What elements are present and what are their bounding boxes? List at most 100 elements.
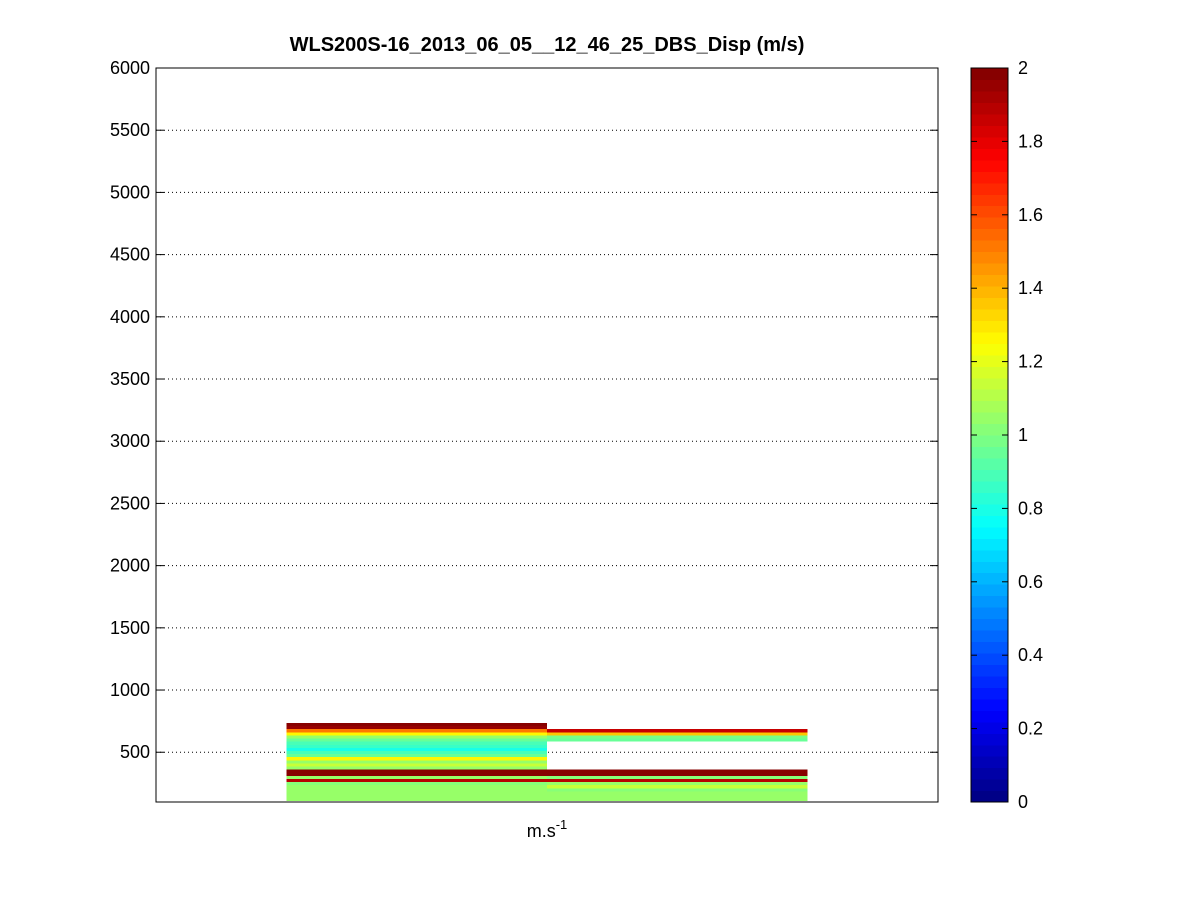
colorbar-tick-label: 1 [1018, 425, 1028, 445]
colorbar-band [971, 331, 1008, 344]
colorbar-band [971, 412, 1008, 425]
heatmap-cell [286, 782, 547, 786]
heatmap-cell [547, 794, 808, 798]
colorbar-band [971, 446, 1008, 459]
heatmap-cell [286, 747, 547, 751]
heatmap-cell [286, 723, 547, 727]
colorbar-band [971, 79, 1008, 92]
colorbar-band [971, 526, 1008, 539]
colorbar-band [971, 435, 1008, 448]
colorbar-band [971, 584, 1008, 597]
heatmap-cell [547, 738, 808, 742]
heatmap-cell [286, 766, 547, 770]
colorbar-band [971, 652, 1008, 665]
heatmap-cells [286, 723, 808, 801]
heatmap-cell [286, 726, 547, 730]
heatmap-cell [547, 775, 808, 779]
colorbar-band [971, 538, 1008, 551]
colorbar-band [971, 343, 1008, 356]
y-tick-label: 5500 [110, 120, 150, 140]
colorbar-tick-label: 0.6 [1018, 572, 1043, 592]
colorbar-band [971, 721, 1008, 734]
colorbar-band [971, 607, 1008, 620]
heatmap-cell [286, 732, 547, 736]
heatmap-cell [286, 744, 547, 748]
heatmap-cell [547, 782, 808, 786]
colorbar-tick-label: 1.6 [1018, 205, 1043, 225]
heatmap-cell [286, 754, 547, 758]
colorbar-band [971, 733, 1008, 746]
y-tick-label: 3500 [110, 369, 150, 389]
heatmap-cell [286, 760, 547, 764]
heatmap-cell [547, 797, 808, 801]
heatmap-cell [286, 729, 547, 733]
colorbar-band [971, 389, 1008, 402]
colorbar-band [971, 217, 1008, 230]
colorbar-band [971, 68, 1008, 81]
colorbar-tick-label: 1.2 [1018, 352, 1043, 372]
colorbar-band [971, 136, 1008, 149]
colorbar-band [971, 285, 1008, 298]
colorbar-band [971, 228, 1008, 241]
colorbar-band [971, 595, 1008, 608]
colorbar-band [971, 159, 1008, 172]
heatmap-cell [547, 785, 808, 789]
heatmap-cell [286, 788, 547, 792]
heatmap-cell [547, 732, 808, 736]
heatmap-cell [286, 750, 547, 755]
y-tick-label: 5000 [110, 182, 150, 202]
colorbar-band [971, 629, 1008, 643]
colorbar-band [971, 675, 1008, 688]
colorbar-tick-label: 0 [1018, 792, 1028, 812]
colorbar-band [971, 572, 1008, 585]
y-tick-label: 1000 [110, 680, 150, 700]
colorbar-band [971, 400, 1008, 413]
colorbar-band [971, 767, 1008, 780]
colorbar-band [971, 641, 1008, 654]
x-axis-label-superscript: -1 [556, 817, 568, 832]
colorbar-band [971, 240, 1008, 253]
colorbar-band [971, 480, 1008, 493]
colorbar-tick-label: 2 [1018, 58, 1028, 78]
heatmap-cell [286, 794, 547, 798]
colorbar-band [971, 274, 1008, 287]
colorbar-band [971, 113, 1008, 126]
colorbar-band [971, 503, 1008, 516]
colorbar-band [971, 308, 1008, 321]
y-tick-label: 4500 [110, 245, 150, 265]
y-tick-label: 3000 [110, 431, 150, 451]
heatmap-cell [547, 772, 808, 776]
heatmap-cell [286, 738, 547, 742]
colorbar-tick-label: 0.2 [1018, 719, 1043, 739]
colorbar-band [971, 182, 1008, 195]
x-axis-label-base: m.s [527, 821, 556, 841]
y-axis-ticks: 500 1000 1500 2000 2500 3000 3500 4000 4500 5000 5… [110, 58, 938, 762]
colorbar-band [971, 194, 1008, 207]
colorbar-tick-label: 1.4 [1018, 278, 1043, 298]
x-axis-label: m.s-1 [527, 817, 568, 841]
axes-frame [155, 67, 939, 803]
colorbar-band [971, 354, 1008, 367]
heatmap-cell [547, 788, 808, 792]
y-tick-label: 4000 [110, 307, 150, 327]
heatmap-cell [286, 772, 547, 776]
heatmap-cell [286, 778, 547, 783]
colorbar-band [971, 561, 1008, 574]
colorbar-band [971, 102, 1008, 115]
plot-area: 500 1000 1500 2000 2500 3000 3500 4000 4500 5000 5… [110, 58, 939, 803]
heatmap-cell [286, 757, 547, 761]
colorbar-band [971, 698, 1008, 711]
heatmap-cell [286, 769, 547, 773]
colorbar-band [971, 262, 1008, 276]
heatmap-cell [286, 741, 547, 745]
chart-title: WLS200S-16_2013_06_05__12_46_25_DBS_Disp… [290, 34, 805, 56]
colorbar-band [971, 492, 1008, 505]
colorbar-band [971, 515, 1008, 528]
y-tick-label: 1500 [110, 618, 150, 638]
heatmap-cell [286, 735, 547, 739]
colorbar-band [971, 469, 1008, 482]
colorbar-band [971, 205, 1008, 218]
colorbar-band [971, 148, 1008, 161]
colorbar-ticks: 0 0.2 0.4 0.6 0.8 1 1.2 1.4 1.6 1.8 2 [971, 58, 1043, 812]
heatmap-cell [286, 797, 547, 801]
